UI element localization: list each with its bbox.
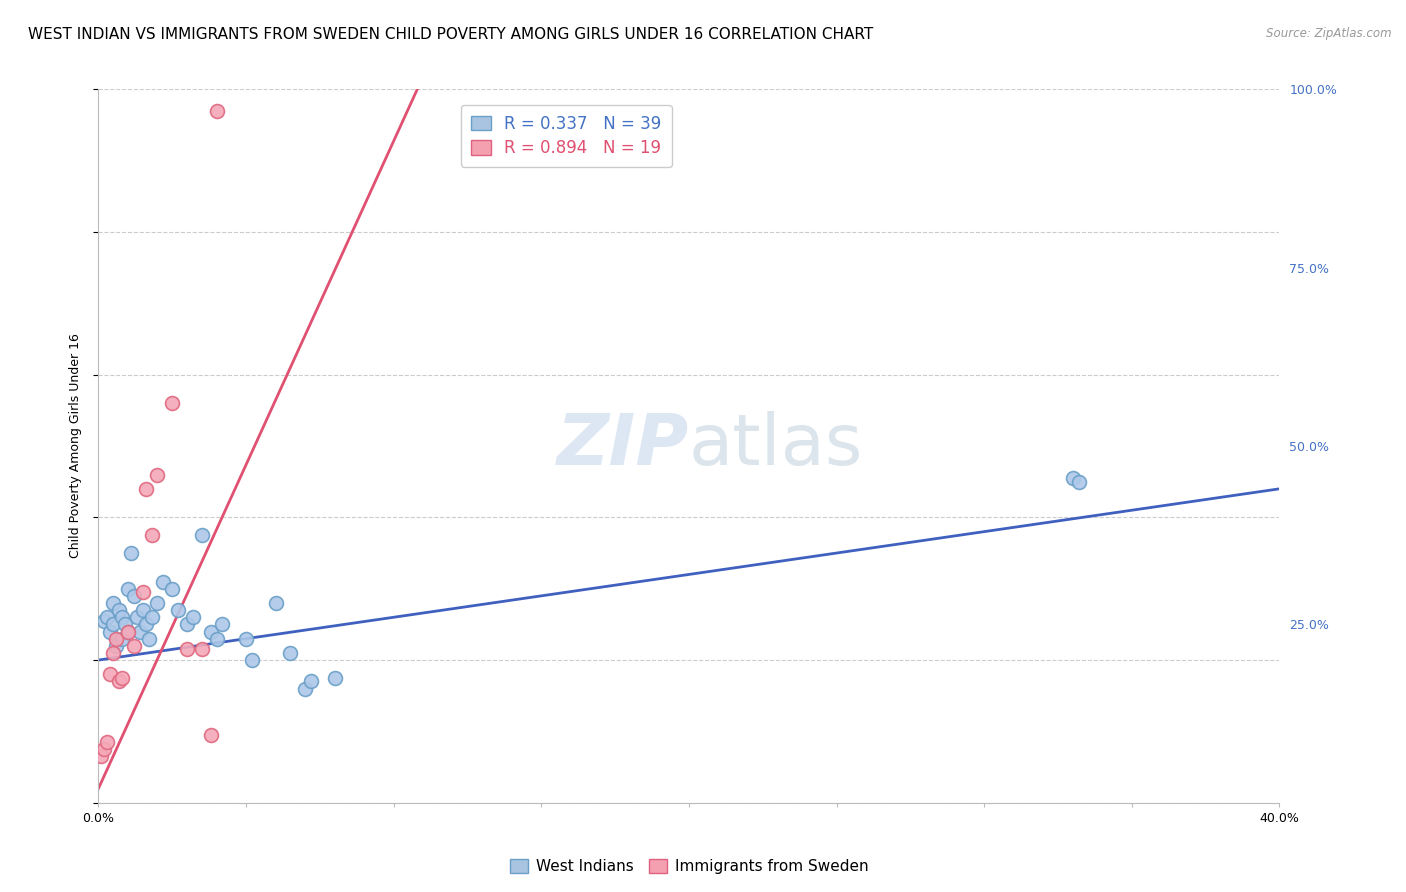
Text: WEST INDIAN VS IMMIGRANTS FROM SWEDEN CHILD POVERTY AMONG GIRLS UNDER 16 CORRELA: WEST INDIAN VS IMMIGRANTS FROM SWEDEN CH… <box>28 27 873 42</box>
Point <box>96 735 118 749</box>
Point <box>191 642 214 657</box>
Point <box>205 103 228 118</box>
Point <box>105 632 128 646</box>
Point <box>176 642 198 657</box>
Point <box>117 624 139 639</box>
Point <box>105 639 128 653</box>
Point <box>162 396 183 410</box>
Point <box>93 614 115 628</box>
Point <box>98 624 121 639</box>
Point <box>120 546 142 560</box>
Point <box>141 610 163 624</box>
Point <box>103 596 125 610</box>
Point <box>132 603 155 617</box>
Text: ZIP: ZIP <box>557 411 689 481</box>
Point <box>264 596 287 610</box>
Point <box>96 610 118 624</box>
Point <box>146 596 169 610</box>
Point <box>323 671 346 685</box>
Point <box>132 585 155 599</box>
Point <box>108 674 131 689</box>
Point <box>103 646 125 660</box>
Point <box>1067 475 1090 489</box>
Point <box>125 610 148 624</box>
Point <box>235 632 257 646</box>
Point <box>205 632 228 646</box>
Point <box>146 467 169 482</box>
Point <box>1062 471 1084 485</box>
Point <box>98 667 121 681</box>
Point <box>162 582 183 596</box>
Text: atlas: atlas <box>689 411 863 481</box>
Point <box>191 528 214 542</box>
Point <box>280 646 302 660</box>
Point <box>211 617 233 632</box>
Point <box>90 749 112 764</box>
Point <box>117 624 139 639</box>
Point <box>141 528 163 542</box>
Point <box>135 617 157 632</box>
Point <box>135 482 157 496</box>
Point <box>114 617 136 632</box>
Point <box>176 617 198 632</box>
Point <box>152 574 174 589</box>
Point <box>240 653 263 667</box>
Text: Source: ZipAtlas.com: Source: ZipAtlas.com <box>1267 27 1392 40</box>
Legend: West Indians, Immigrants from Sweden: West Indians, Immigrants from Sweden <box>503 854 875 880</box>
Point <box>122 589 145 603</box>
Point <box>111 610 134 624</box>
Point <box>93 742 115 756</box>
Point <box>138 632 160 646</box>
Point <box>299 674 322 689</box>
Point <box>167 603 190 617</box>
Point <box>111 632 134 646</box>
Point <box>108 603 131 617</box>
Point <box>294 681 316 696</box>
Point <box>103 617 125 632</box>
Point <box>111 671 134 685</box>
Point <box>200 728 222 742</box>
Y-axis label: Child Poverty Among Girls Under 16: Child Poverty Among Girls Under 16 <box>69 334 83 558</box>
Point <box>117 582 139 596</box>
Point <box>181 610 204 624</box>
Point <box>200 624 222 639</box>
Point <box>122 639 145 653</box>
Point <box>128 624 150 639</box>
